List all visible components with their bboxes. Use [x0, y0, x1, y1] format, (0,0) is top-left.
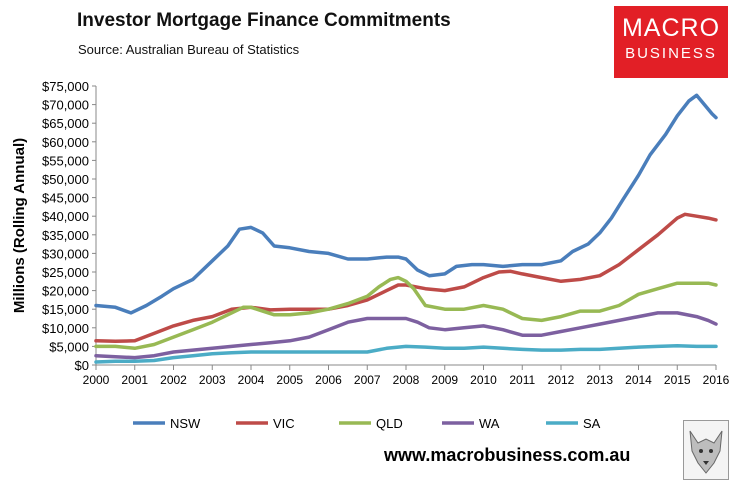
y-tick-label: $20,000: [42, 284, 89, 299]
x-tick-label: 2008: [393, 373, 420, 387]
series-line-nsw: [94, 93, 718, 315]
legend-label-vic: VIC: [273, 416, 295, 431]
x-tick-label: 2012: [548, 373, 575, 387]
y-tick-label: $5,000: [49, 339, 89, 354]
x-tick-label: 2003: [199, 373, 226, 387]
logo-line-1: MACRO: [621, 14, 721, 42]
y-tick-label: $75,000: [42, 79, 89, 94]
x-tick-label: 2002: [160, 373, 187, 387]
x-tick-label: 2011: [509, 373, 535, 387]
legend-label-sa: SA: [583, 416, 601, 431]
series-line-sa: [94, 343, 718, 364]
x-tick-label: 2001: [121, 373, 148, 387]
legend-label-wa: WA: [479, 416, 500, 431]
y-tick-label: $70,000: [42, 98, 89, 113]
x-tick-label: 2004: [238, 373, 265, 387]
chart-subtitle: Source: Australian Bureau of Statistics: [78, 42, 300, 57]
website-url: www.macrobusiness.com.au: [384, 445, 631, 465]
x-tick-label: 2013: [586, 373, 613, 387]
series-line-wa: [94, 311, 718, 360]
y-tick-label: $35,000: [42, 228, 89, 243]
x-tick-label: 2000: [83, 373, 110, 387]
y-tick-label: $45,000: [42, 191, 89, 206]
y-tick-label: $60,000: [42, 135, 89, 150]
y-tick-label: $30,000: [42, 246, 89, 261]
y-tick-label: $25,000: [42, 265, 89, 280]
wolf-logo-icon: [683, 420, 729, 480]
y-axis-label: Millions (Rolling Annual): [11, 138, 28, 313]
series-line-qld: [94, 275, 718, 351]
chart-title: Investor Mortgage Finance Commitments: [77, 10, 451, 31]
y-tick-label: $65,000: [42, 116, 89, 131]
x-tick-label: 2007: [354, 373, 381, 387]
x-tick-label: 2010: [470, 373, 497, 387]
y-tick-label: $55,000: [42, 153, 89, 168]
y-tick-label: $10,000: [42, 321, 89, 336]
y-tick-label: $50,000: [42, 172, 89, 187]
x-tick-label: 2005: [276, 373, 303, 387]
legend-label-nsw: NSW: [170, 416, 201, 431]
y-tick-label: $15,000: [42, 302, 89, 317]
x-tick-label: 2009: [431, 373, 458, 387]
y-tick-label: $0: [75, 358, 89, 373]
x-tick-label: 2006: [315, 373, 342, 387]
series-line-vic: [94, 212, 718, 343]
legend-label-qld: QLD: [376, 416, 403, 431]
y-tick-label: $40,000: [42, 209, 89, 224]
logo-line-2: BUSINESS: [625, 45, 717, 62]
x-tick-label: 2014: [625, 373, 652, 387]
macrobusiness-logo: MACRO BUSINESS: [614, 6, 728, 78]
x-tick-label: 2016: [703, 373, 730, 387]
x-tick-label: 2015: [664, 373, 691, 387]
